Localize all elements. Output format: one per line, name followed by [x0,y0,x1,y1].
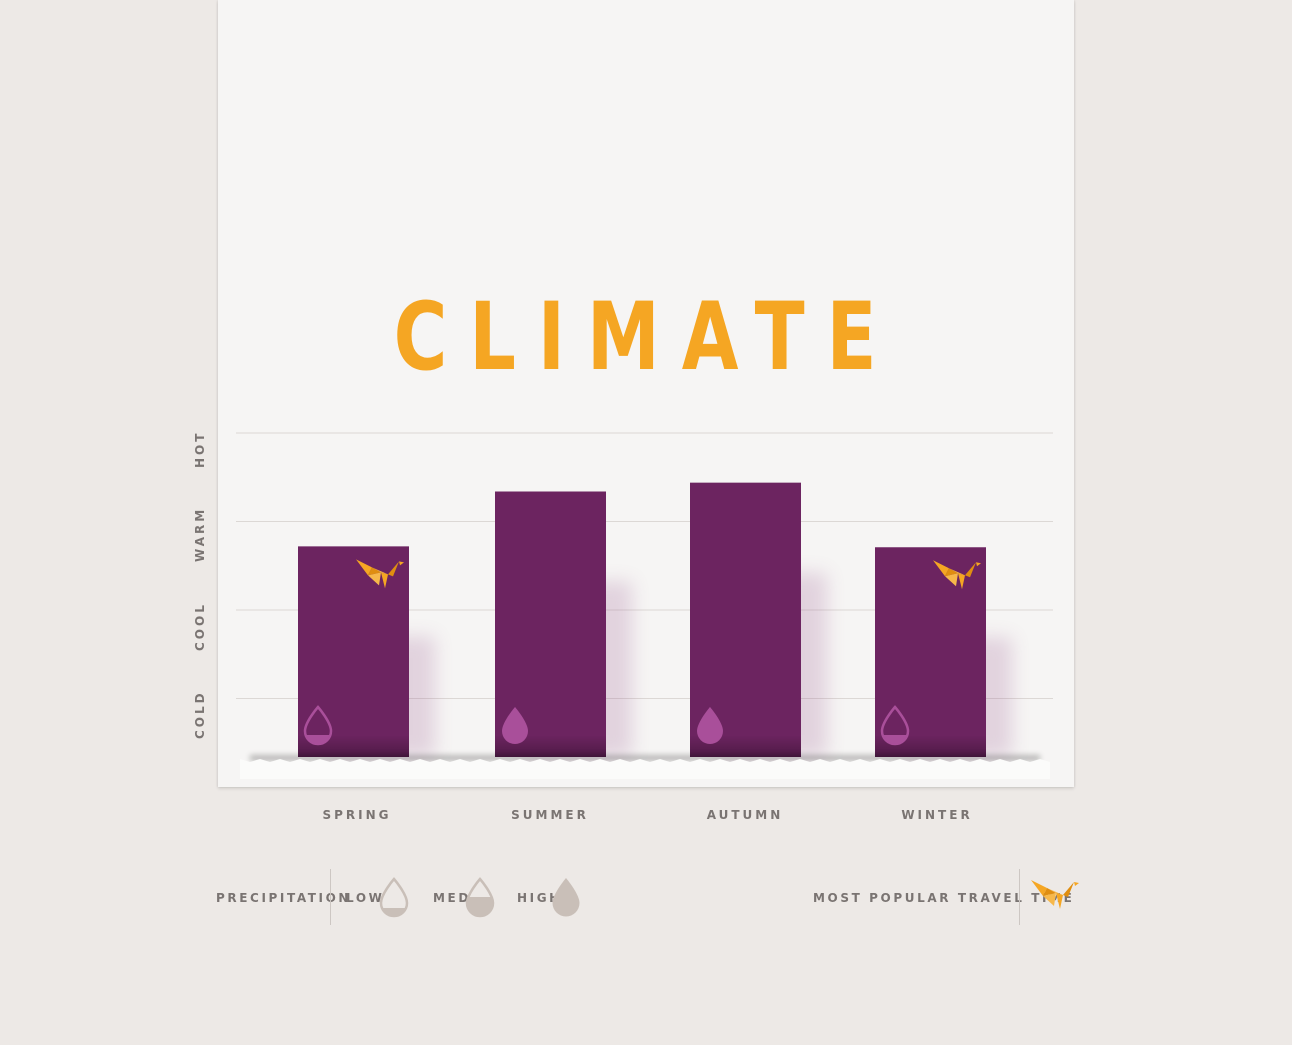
bar-summer-precipitation-drop-icon [502,707,528,744]
bar-spring-precipitation-drop-icon [303,705,333,746]
legend-low-drop-icon [379,877,409,918]
legend-med-drop-icon [465,877,495,918]
legend-high-label: HIGH [517,891,562,905]
bar-autumn-precipitation-drop-icon [697,707,723,744]
y-axis-label-hot: HOT [193,430,207,468]
legend-popular-label: MOST POPULAR TRAVEL TIME [813,891,1075,905]
bar-winter-popular-crane-icon [933,560,981,590]
bar-spring [298,546,409,757]
y-axis-label-warm: WARM [193,506,207,562]
legend-precipitation-label: PRECIPITATION [216,891,352,905]
legend-low-label: LOW [346,891,385,905]
torn-paper-ground [240,759,1050,779]
legend-divider-left [330,869,331,925]
y-axis-label-cool: COOL [193,601,207,651]
bar-winter [875,547,986,757]
x-axis-label-summer: SUMMER [511,808,589,822]
bar-winter-precipitation-drop-icon [880,705,910,746]
legend-divider-right [1019,869,1020,925]
x-axis-label-spring: SPRING [322,808,392,822]
ground-shadow [250,755,1040,761]
chart-title: CLIMATE [393,283,899,392]
legend-med-label: MED [433,891,471,905]
legend-crane-icon [1031,880,1079,909]
legend-high-drop-icon [552,878,580,917]
y-axis-label-cold: COLD [193,690,207,739]
x-axis-label-winter: WINTER [901,808,973,822]
x-axis-label-autumn: AUTUMN [706,808,784,822]
bar-spring-popular-crane-icon [356,559,404,589]
